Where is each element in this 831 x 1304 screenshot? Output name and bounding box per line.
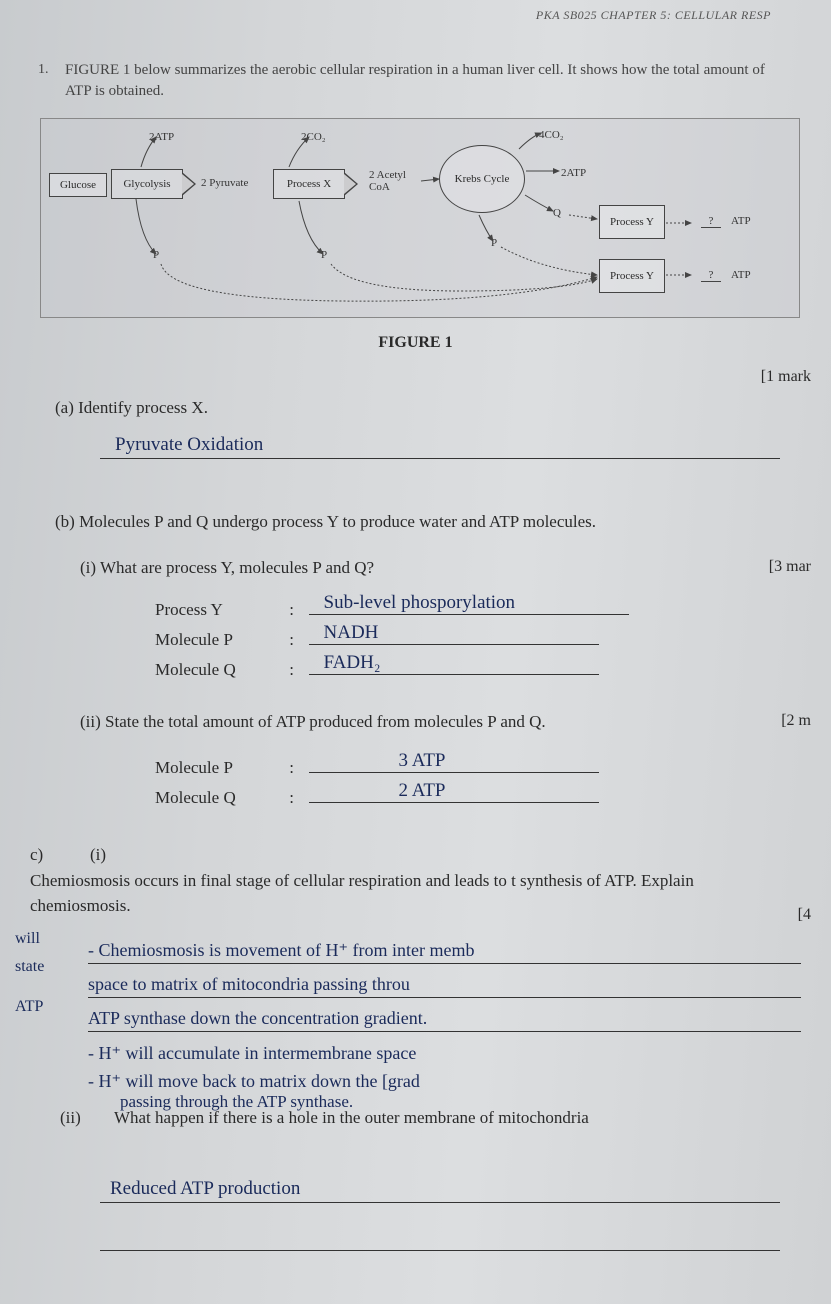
- molecule-q-label: Molecule Q: [155, 660, 285, 680]
- p1-label: P: [153, 249, 159, 261]
- question-b: (b) Molecules P and Q undergo process Y …: [55, 512, 791, 532]
- process-y-label: Process Y: [155, 600, 285, 620]
- bii-answer-table: Molecule P : 3 ATP Molecule Q : 2 ATP: [155, 758, 599, 818]
- molecule-p-answer: NADH: [324, 622, 379, 644]
- mark-1: [1 mark: [761, 368, 811, 386]
- atp-q1: ?: [701, 215, 721, 228]
- ci-line4: - H⁺ will accumulate in intermembrane sp…: [88, 1043, 416, 1064]
- c-label: c): [30, 842, 90, 868]
- q1-number: 1.: [38, 62, 49, 78]
- process-x-box: Process X: [273, 169, 345, 199]
- q1-intro-text: FIGURE 1 below summarizes the aerobic ce…: [65, 62, 765, 99]
- c-i-answer-lines: - Chemiosmosis is movement of H⁺ from in…: [88, 930, 801, 1094]
- co2-4-label: 4CO₂: [539, 129, 564, 141]
- c-ii-line-2: [100, 1250, 780, 1251]
- c-ii-line: [100, 1202, 780, 1203]
- ci-line5: - H⁺ will move back to matrix down the […: [88, 1071, 420, 1092]
- side-note-2: state: [15, 958, 44, 976]
- mark-2: [2 m: [781, 712, 811, 730]
- glycolysis-box: Glycolysis: [111, 169, 183, 199]
- acetyl-label: 2 Acetyl CoA: [369, 169, 419, 193]
- ci-line3: ATP synthase down the concentration grad…: [88, 1008, 427, 1029]
- atp-q1-lbl: ATP: [731, 215, 751, 227]
- mark-3: [3 mar: [769, 558, 811, 576]
- atp-2b-label: 2ATP: [561, 167, 586, 179]
- question-c-ii: (ii) What happen if there is a hole in t…: [60, 1108, 801, 1128]
- krebs-circle: Krebs Cycle: [439, 145, 525, 213]
- ii-label: (ii): [60, 1108, 110, 1128]
- ci-line1: - Chemiosmosis is movement of H⁺ from in…: [88, 940, 474, 961]
- process-y-answer: Sub-level phosporylation: [324, 592, 516, 614]
- q-label: Q: [553, 207, 561, 219]
- atp-q2: ?: [701, 269, 721, 282]
- glucose-box: Glucose: [49, 173, 107, 197]
- q1-intro: FIGURE 1 below summarizes the aerobic ce…: [65, 60, 791, 102]
- figure-1-label: FIGURE 1: [0, 334, 831, 352]
- c-i-text: Chemiosmosis occurs in final stage of ce…: [30, 868, 710, 919]
- atp-q2-lbl: ATP: [731, 269, 751, 281]
- process-y-box-1: Process Y: [599, 205, 665, 239]
- question-a: (a) Identify process X.: [55, 398, 208, 418]
- ci-line2: space to matrix of mitocondria passing t…: [88, 974, 410, 995]
- question-b-ii: (ii) State the total amount of ATP produ…: [80, 712, 791, 732]
- atp-2-label: 2ATP: [149, 131, 174, 143]
- molecule-p-label: Molecule P: [155, 630, 285, 650]
- molecule-q-label-2: Molecule Q: [155, 788, 285, 808]
- molecule-p-label-2: Molecule P: [155, 758, 285, 778]
- molecule-p-atp: 3 ATP: [399, 750, 446, 772]
- respiration-diagram: Glucose Glycolysis 2ATP 2 Pyruvate Proce…: [40, 118, 800, 318]
- p2-label: P: [321, 249, 327, 261]
- answer-a-line: [100, 458, 780, 459]
- bi-answer-table: Process Y : Sub-level phosporylation Mol…: [155, 600, 629, 690]
- p3-label: P: [491, 237, 497, 249]
- c-ii-text: What happen if there is a hole in the ou…: [114, 1108, 589, 1127]
- question-c-i: c)(i)Chemiosmosis occurs in final stage …: [30, 842, 801, 919]
- answer-a: Pyruvate Oxidation: [115, 434, 263, 456]
- pyruvate-label: 2 Pyruvate: [201, 177, 248, 189]
- process-y-box-2: Process Y: [599, 259, 665, 293]
- i-label: (i): [90, 842, 130, 868]
- question-b-i: (i) What are process Y, molecules P and …: [80, 558, 374, 578]
- co2-2-label: 2CO₂: [301, 131, 326, 143]
- mark-4: [4: [798, 906, 811, 924]
- c-ii-answer: Reduced ATP production: [110, 1178, 300, 1200]
- molecule-q-answer: FADH₂: [324, 652, 381, 674]
- side-note-3: ATP: [15, 998, 43, 1016]
- side-note-1: will: [15, 930, 40, 948]
- molecule-q-atp: 2 ATP: [399, 780, 446, 802]
- diagram-arrows: [41, 119, 801, 319]
- page-header: PKA SB025 CHAPTER 5: CELLULAR RESP: [536, 8, 771, 23]
- worksheet-page: PKA SB025 CHAPTER 5: CELLULAR RESP 1. FI…: [0, 0, 831, 1304]
